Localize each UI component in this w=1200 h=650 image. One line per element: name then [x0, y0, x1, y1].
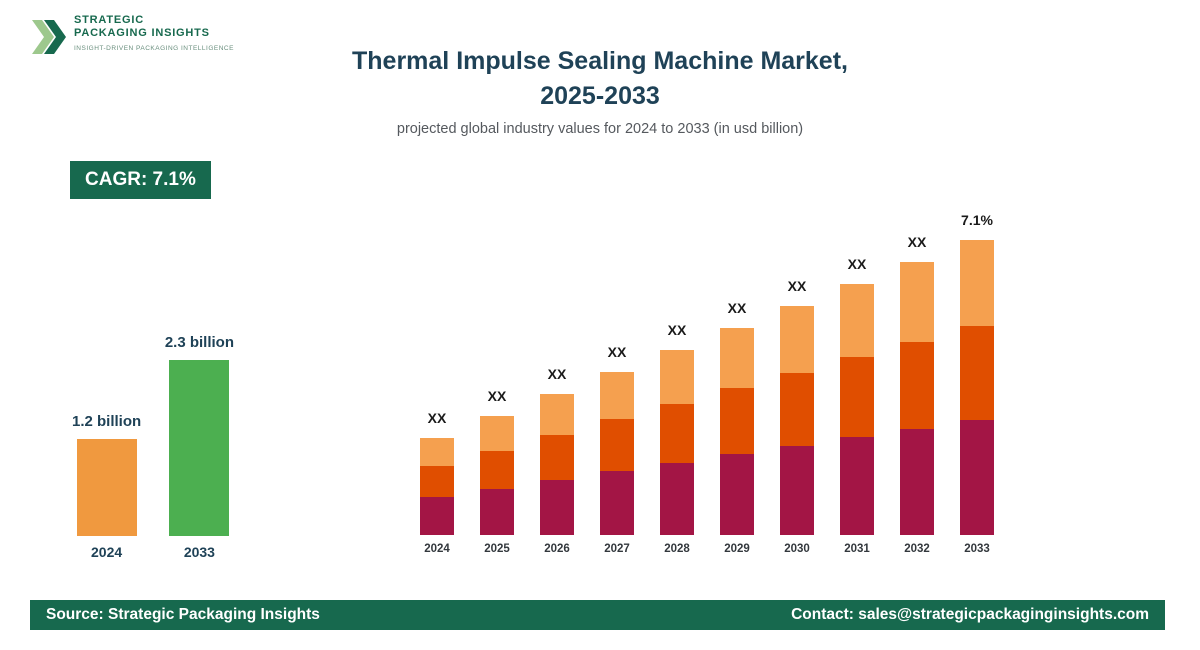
stacked-bar	[540, 394, 574, 535]
middle-segment	[600, 419, 634, 471]
top-segment	[600, 372, 634, 419]
bottom-segment	[600, 471, 634, 535]
bottom-segment	[540, 480, 574, 535]
top-segment	[480, 416, 514, 451]
bottom-segment	[720, 454, 754, 535]
middle-segment	[540, 435, 574, 480]
stacked-bar-group: XX 2029	[720, 300, 754, 555]
summary-bar	[169, 360, 230, 536]
stacked-bar-group: XX 2028	[660, 322, 694, 555]
page-title-line2: 2025-2033	[540, 82, 660, 110]
brand-name-line2: PACKAGING INSIGHTS	[74, 27, 210, 39]
year-label: 2033	[964, 543, 990, 555]
page-subtitle: projected global industry values for 202…	[396, 121, 804, 137]
top-segment	[660, 350, 694, 404]
stacked-bar	[600, 372, 634, 535]
middle-segment	[840, 357, 874, 437]
bar-value-label: XX	[607, 344, 627, 360]
stacked-bar-group: 7.1% 2033	[960, 212, 994, 555]
bar-value-label: XX	[667, 322, 687, 338]
page-title-line1: Thermal Impulse Sealing Machine Market,	[352, 47, 848, 75]
summary-value-label: 2.3 billion	[164, 334, 234, 351]
year-label: 2025	[484, 543, 510, 555]
stacked-bar	[660, 350, 694, 535]
bar-value-label: XX	[727, 300, 747, 316]
middle-segment	[660, 404, 694, 463]
top-segment	[900, 262, 934, 342]
bar-value-label: XX	[487, 388, 507, 404]
stacked-bar-group: XX 2024	[420, 410, 454, 555]
summary-value-label: 1.2 billion	[72, 413, 142, 430]
brand-name-line1: STRATEGIC	[74, 14, 144, 26]
middle-segment	[420, 466, 454, 497]
cagr-badge: CAGR: 7.1%	[70, 161, 211, 199]
top-segment	[540, 394, 574, 435]
year-label: 2024	[424, 543, 450, 555]
stacked-bar-group: XX 2027	[600, 344, 634, 555]
top-segment	[420, 438, 454, 466]
bar-value-label: XX	[907, 234, 927, 250]
chevron-logo-icon	[32, 14, 66, 65]
middle-segment	[720, 388, 754, 454]
summary-bar-group: 2.3 billion 2033	[165, 334, 234, 560]
middle-segment	[960, 326, 994, 420]
bar-value-label: XX	[547, 366, 567, 382]
top-segment	[720, 328, 754, 388]
brand-tagline: INSIGHT-DRIVEN PACKAGING INTELLIGENCE	[74, 45, 234, 52]
stacked-bar	[480, 416, 514, 535]
stacked-bar-group: XX 2026	[540, 366, 574, 555]
bar-value-label: 7.1%	[961, 212, 993, 228]
footer-bar: Source: Strategic Packaging Insights Con…	[30, 600, 1165, 630]
bottom-segment	[960, 420, 994, 535]
middle-segment	[480, 451, 514, 489]
stacked-bar	[720, 328, 754, 535]
stacked-bar	[420, 438, 454, 535]
main-chart: XX 2024 XX 2025 XX 2026 XX 2027 XX 2028 XX 2029 XX 20…	[420, 203, 1000, 555]
stacked-bar	[780, 306, 814, 535]
top-segment	[780, 306, 814, 373]
footer-source: Source: Strategic Packaging Insights	[46, 606, 320, 623]
summary-chart: 1.2 billion 2024 2.3 billion 2033	[72, 300, 234, 560]
stacked-bar	[960, 240, 994, 535]
stacked-bar-group: XX 2025	[480, 388, 514, 555]
bar-value-label: XX	[847, 256, 867, 272]
year-label: 2028	[664, 543, 690, 555]
top-segment	[960, 240, 994, 326]
year-label: 2032	[904, 543, 930, 555]
summary-year-label: 2033	[183, 544, 215, 560]
middle-segment	[900, 342, 934, 429]
top-segment	[840, 284, 874, 357]
middle-segment	[780, 373, 814, 446]
bottom-segment	[660, 463, 694, 535]
year-label: 2029	[724, 543, 750, 555]
year-label: 2031	[844, 543, 870, 555]
year-label: 2030	[784, 543, 810, 555]
brand-text: STRATEGIC PACKAGING INSIGHTS INSIGHT-DRI…	[74, 14, 234, 52]
footer-contact: Contact: sales@strategicpackaginginsight…	[791, 606, 1149, 623]
bottom-segment	[780, 446, 814, 535]
stacked-bar-group: XX 2030	[780, 278, 814, 555]
stacked-bar-group: XX 2032	[900, 234, 934, 555]
stacked-bar	[840, 284, 874, 535]
year-label: 2026	[544, 543, 570, 555]
stacked-bar	[900, 262, 934, 535]
summary-year-label: 2024	[91, 544, 123, 560]
summary-bar	[76, 439, 137, 536]
bar-value-label: XX	[427, 410, 447, 426]
bottom-segment	[420, 497, 454, 535]
summary-bar-group: 1.2 billion 2024	[72, 413, 141, 560]
bottom-segment	[480, 489, 514, 535]
brand-logo: STRATEGIC PACKAGING INSIGHTS INSIGHT-DRI…	[32, 14, 234, 65]
stacked-bar-group: XX 2031	[840, 256, 874, 555]
bottom-segment	[840, 437, 874, 535]
year-label: 2027	[604, 543, 630, 555]
bar-value-label: XX	[787, 278, 807, 294]
bottom-segment	[900, 429, 934, 535]
header: Thermal Impulse Sealing Machine Market, …	[300, 44, 900, 137]
